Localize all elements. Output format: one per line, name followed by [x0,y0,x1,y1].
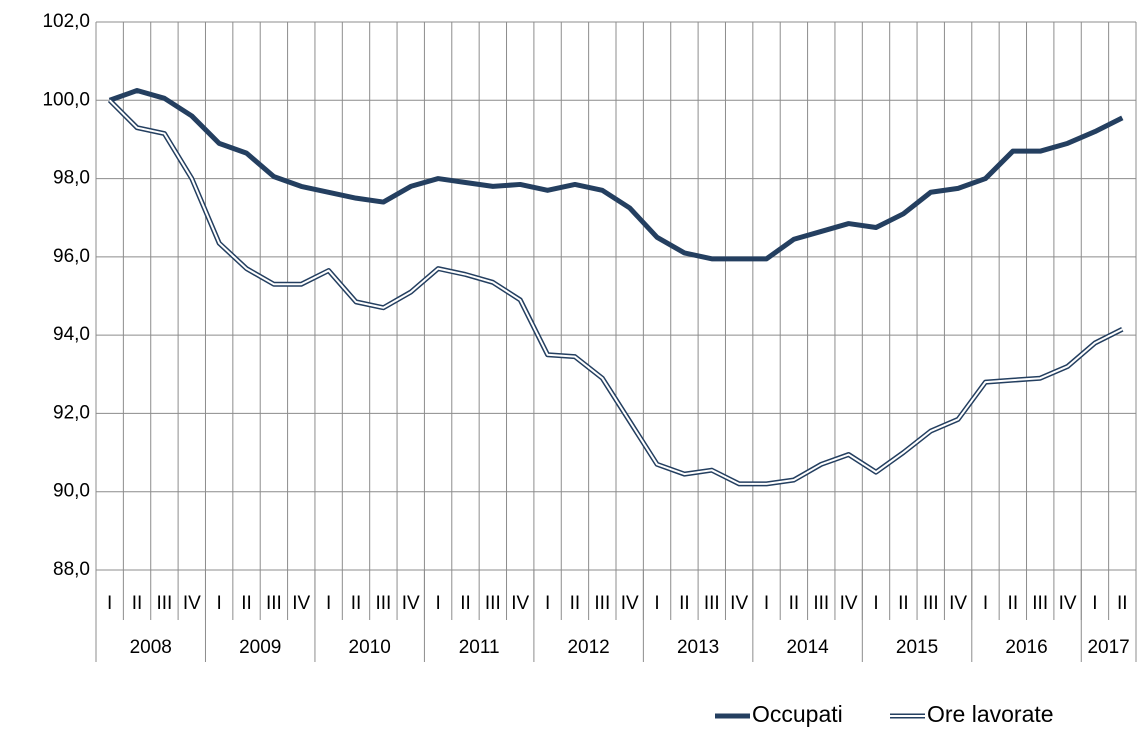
year-label: 2015 [896,637,938,658]
x-tick-label: III [266,593,282,614]
x-tick-label: IV [730,593,748,614]
x-tick-label: II [1008,593,1019,614]
x-tick-label: I [654,593,659,614]
x-tick-label: II [789,593,800,614]
x-tick-label: I [873,593,878,614]
x-tick-label: I [1092,593,1097,614]
series-line [108,88,1124,262]
x-tick-label: II [351,593,362,614]
x-tick-label: II [570,593,581,614]
x-tick-label: I [107,593,112,614]
y-tick-label: 98,0 [53,168,90,189]
series-line-inner [108,99,1123,485]
year-label: 2016 [1005,637,1047,658]
x-tick-label: I [764,593,769,614]
y-tick-label: 88,0 [53,559,90,580]
x-tick-label: III [594,593,610,614]
y-tick-label: 96,0 [53,246,90,267]
y-tick-label: 90,0 [53,481,90,502]
year-label: 2017 [1087,637,1129,658]
x-tick-label: III [485,593,501,614]
year-label: 2012 [567,637,609,658]
x-tick-label: IV [840,593,858,614]
y-tick-label: 102,0 [42,11,90,32]
x-tick-label: I [545,593,550,614]
y-tick-label: 92,0 [53,402,90,423]
x-tick-label: I [435,593,440,614]
x-tick-label: I [983,593,988,614]
year-label: 2011 [459,637,500,658]
y-tick-label: 100,0 [42,89,90,110]
legend-label: Occupati [752,701,843,727]
x-tick-label: III [704,593,720,614]
x-tick-label: IV [402,593,420,614]
x-tick-label: III [156,593,172,614]
x-tick-label: II [1117,593,1128,614]
x-tick-label: IV [511,593,529,614]
year-label: 2010 [349,637,391,658]
x-tick-label: II [898,593,909,614]
year-label: 2013 [677,637,719,658]
x-tick-label: IV [183,593,201,614]
x-tick-label: III [923,593,939,614]
x-tick-label: III [813,593,829,614]
y-tick-label: 94,0 [53,324,90,345]
year-label: 2008 [130,637,172,658]
year-label: 2014 [786,637,829,658]
x-tick-label: IV [1059,593,1077,614]
year-label: 2009 [239,637,281,658]
x-tick-label: IV [621,593,639,614]
x-tick-label: II [460,593,471,614]
x-tick-label: I [326,593,331,614]
x-tick-label: I [217,593,222,614]
x-tick-label: III [1032,593,1048,614]
x-tick-label: IV [949,593,967,614]
x-tick-label: II [679,593,690,614]
legend: Occupati Ore lavorate [715,701,1054,727]
x-tick-label: III [375,593,391,614]
x-tick-label: II [132,593,143,614]
legend-label: Ore lavorate [927,701,1054,727]
x-tick-label: II [241,593,252,614]
x-tick-label: IV [292,593,310,614]
